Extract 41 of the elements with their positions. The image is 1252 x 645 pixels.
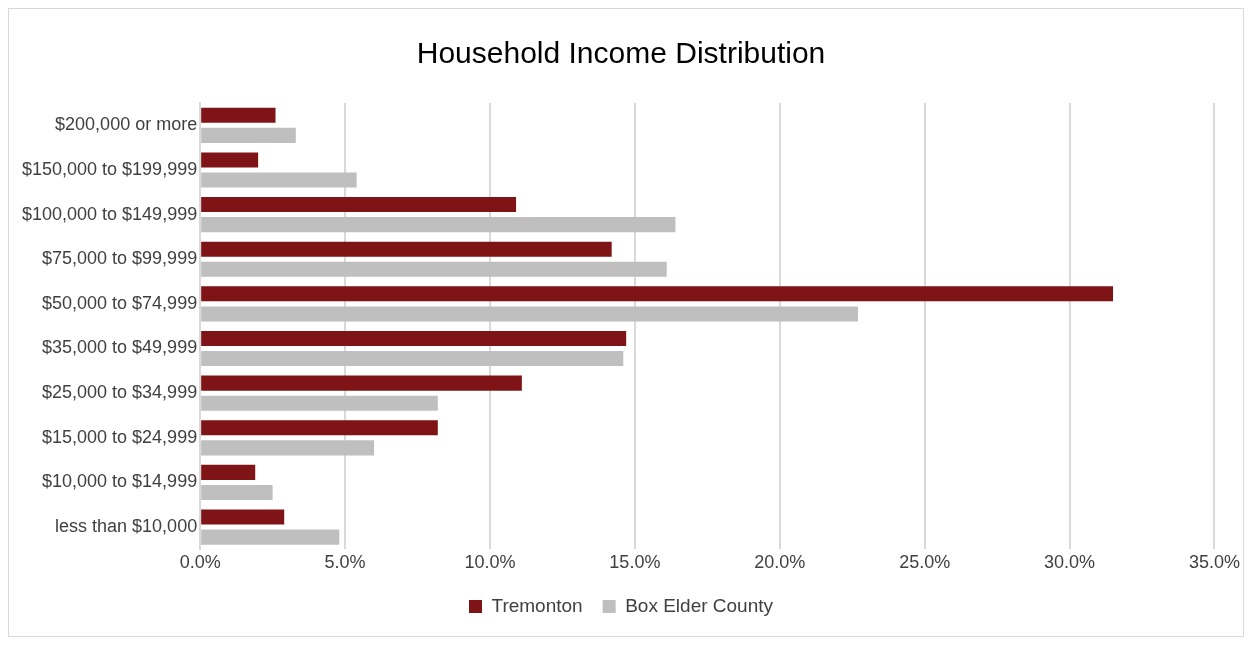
bar bbox=[201, 127, 296, 143]
y-tick-label: $150,000 to $199,999 bbox=[21, 158, 198, 179]
bar bbox=[201, 464, 256, 480]
x-tick-label: 10.0% bbox=[464, 552, 516, 573]
bar bbox=[201, 395, 438, 411]
bar bbox=[201, 217, 676, 233]
y-tick-label: $100,000 to $149,999 bbox=[21, 203, 198, 224]
x-tick-label: 20.0% bbox=[754, 552, 806, 573]
y-tick-label: $10,000 to $14,999 bbox=[42, 471, 198, 492]
y-tick-label: $75,000 to $99,999 bbox=[42, 248, 198, 269]
bar bbox=[201, 241, 612, 257]
x-tick-label: 25.0% bbox=[899, 552, 951, 573]
bar bbox=[201, 261, 667, 277]
bar bbox=[201, 440, 375, 456]
bar bbox=[201, 172, 357, 188]
x-tick-label: 0.0% bbox=[179, 552, 221, 573]
legend-label: Box Elder County bbox=[625, 594, 774, 616]
y-tick-label: less than $10,000 bbox=[55, 516, 198, 537]
bar bbox=[201, 420, 438, 436]
bar bbox=[201, 509, 285, 525]
bar bbox=[201, 484, 273, 501]
bar bbox=[201, 306, 859, 322]
y-tick-label: $25,000 to $34,999 bbox=[42, 382, 198, 403]
bar bbox=[201, 351, 624, 367]
y-tick-label: $15,000 to $24,999 bbox=[42, 426, 198, 447]
bar bbox=[201, 107, 276, 123]
bar bbox=[201, 375, 522, 391]
y-tick-label: $35,000 to $49,999 bbox=[42, 337, 198, 358]
x-tick-label: 30.0% bbox=[1044, 552, 1096, 573]
bar bbox=[201, 330, 627, 347]
bar bbox=[201, 152, 259, 168]
y-tick-label: $200,000 or more bbox=[55, 114, 198, 135]
chart-title: Household Income Distribution bbox=[416, 36, 826, 70]
x-tick-label: 15.0% bbox=[609, 552, 661, 573]
x-tick-label: 35.0% bbox=[1188, 552, 1240, 573]
x-tick-label: 5.0% bbox=[324, 552, 366, 573]
y-tick-label: $50,000 to $74,999 bbox=[42, 292, 198, 313]
bar bbox=[201, 197, 517, 213]
bar bbox=[201, 286, 1114, 302]
bar bbox=[201, 529, 340, 545]
legend-label: Tremonton bbox=[491, 594, 583, 616]
